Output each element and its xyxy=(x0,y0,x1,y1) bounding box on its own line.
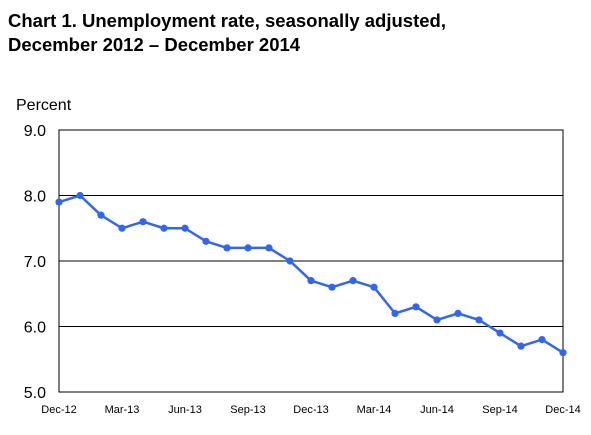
data-point-feb-13 xyxy=(97,211,105,219)
y-axis-label: Percent xyxy=(16,97,72,114)
series-line xyxy=(58,194,564,354)
data-point-dec-12 xyxy=(55,198,63,206)
data-point-jan-13 xyxy=(76,191,84,200)
y-tick-labels: 9.0 8.0 7.0 6.0 5.0 xyxy=(24,123,46,402)
data-point-apr-13 xyxy=(139,218,147,226)
data-point-jun-14 xyxy=(433,316,441,324)
data-point-aug-13 xyxy=(223,244,231,252)
data-point-jul-13 xyxy=(202,237,210,245)
y-tick-label: 8.0 xyxy=(24,189,46,206)
x-tick-labels: Dec-12 Mar-13 Jun-13 Sep-13 Dec-13 Mar-14 Jun-… xyxy=(41,404,580,416)
plot-frame xyxy=(58,129,564,393)
x-tick-label: Jun-14 xyxy=(420,404,454,416)
grid-lines xyxy=(59,195,563,327)
data-point-may-13 xyxy=(160,224,168,232)
data-point-mar-14 xyxy=(370,283,378,291)
data-point-mar-13 xyxy=(118,224,126,232)
data-point-jul-14 xyxy=(454,309,462,317)
data-point-sep-14 xyxy=(496,329,504,337)
x-tick-label: Sep-14 xyxy=(482,404,517,416)
data-point-feb-14 xyxy=(349,277,357,285)
chart-title-line-1: Chart 1. Unemployment rate, seasonally a… xyxy=(8,10,446,31)
y-tick-label: 5.0 xyxy=(24,385,46,402)
data-point-nov-13 xyxy=(286,257,294,265)
data-point-oct-13 xyxy=(265,244,273,252)
data-point-oct-14 xyxy=(517,342,525,350)
x-tick-label: Jun-13 xyxy=(168,404,202,416)
x-tick-label: Mar-13 xyxy=(105,404,140,416)
chart-title-line-2: December 2012 – December 2014 xyxy=(8,34,301,55)
data-point-jun-13 xyxy=(181,224,189,232)
x-tick-label: Dec-13 xyxy=(293,404,328,416)
data-point-aug-14 xyxy=(475,316,483,324)
chart-title: Chart 1. Unemployment rate, seasonally a… xyxy=(8,9,446,57)
x-tick-label: Dec-14 xyxy=(545,404,580,416)
y-tick-label: 6.0 xyxy=(24,320,46,337)
data-point-dec-13 xyxy=(307,277,315,285)
data-point-sep-13 xyxy=(244,244,252,252)
data-point-apr-14 xyxy=(391,309,399,317)
data-point-nov-14 xyxy=(538,336,546,344)
data-point-may-14 xyxy=(412,303,420,311)
data-point-jan-14 xyxy=(328,283,336,291)
y-tick-label: 7.0 xyxy=(24,254,46,271)
x-tick-label: Sep-13 xyxy=(230,404,265,416)
x-tick-label: Mar-14 xyxy=(357,404,392,416)
x-tick-label: Dec-12 xyxy=(41,404,76,416)
data-point-dec-14 xyxy=(559,349,567,357)
series-unemployment-rate xyxy=(55,191,567,357)
y-tick-label: 9.0 xyxy=(24,123,46,140)
